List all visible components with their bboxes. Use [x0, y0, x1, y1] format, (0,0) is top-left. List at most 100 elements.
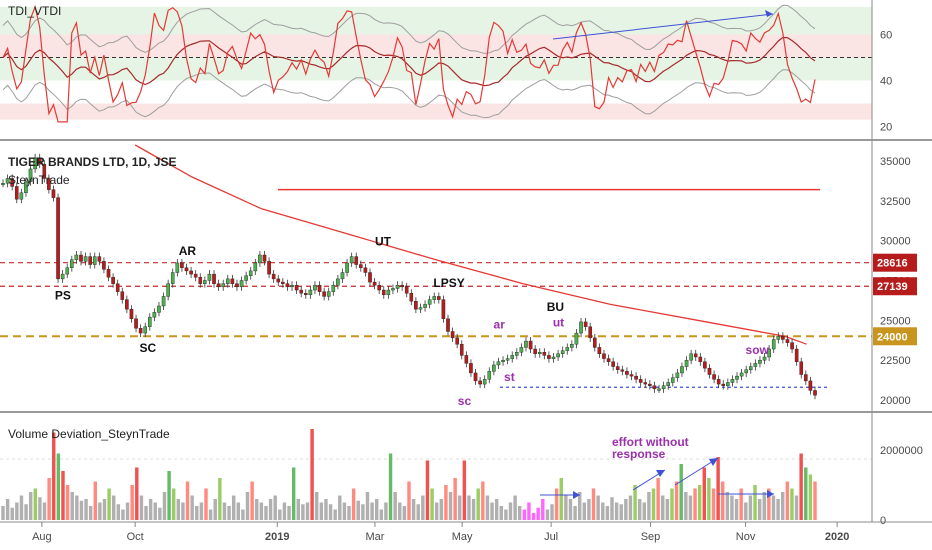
- annotation-label: sc: [458, 394, 472, 408]
- candle-body: [684, 359, 689, 367]
- volume-bar: [342, 502, 347, 520]
- candle-body: [670, 377, 675, 383]
- candle-body: [235, 283, 239, 288]
- candle-body: [524, 340, 528, 348]
- volume-bar: [227, 506, 231, 520]
- volume-bar: [181, 502, 185, 520]
- volume-bar: [361, 504, 365, 520]
- tdi-band-green-upper: [0, 6, 872, 35]
- x-tick-label: Jul: [544, 531, 558, 543]
- candle-body: [753, 363, 758, 367]
- candle-body: [33, 157, 37, 170]
- volume-bar: [407, 481, 411, 520]
- x-tick-label: Nov: [736, 531, 756, 543]
- volume-bar: [813, 481, 817, 520]
- volume-bar: [148, 499, 153, 520]
- volume-bar: [10, 507, 14, 520]
- volume-bar: [596, 495, 600, 520]
- candle-body: [354, 256, 359, 265]
- volume-bar: [467, 495, 471, 520]
- candle-body: [207, 273, 212, 281]
- candle-body: [317, 285, 322, 292]
- x-tick-label: May: [452, 531, 473, 543]
- volume-bar: [564, 495, 568, 520]
- volume-bar: [624, 499, 628, 520]
- candle-body: [808, 380, 813, 391]
- x-tick-label: Aug: [32, 531, 52, 543]
- candle-body: [290, 285, 294, 288]
- candle-body: [551, 356, 556, 359]
- candle-body: [391, 288, 395, 291]
- arrow-right-icon: [573, 491, 580, 499]
- volume-bar: [416, 504, 420, 520]
- volume-bar: [439, 499, 444, 520]
- candle-body: [404, 286, 409, 294]
- candle-body: [248, 270, 253, 276]
- volume-bar: [494, 499, 499, 520]
- candle-body: [189, 270, 193, 275]
- volume-bar: [444, 485, 448, 520]
- candle-body: [331, 285, 336, 292]
- volume-bar: [195, 506, 199, 520]
- candle-body: [794, 348, 799, 362]
- candle-body: [198, 277, 203, 284]
- price-tick-label: 20000: [880, 395, 911, 407]
- volume-bar: [356, 500, 360, 520]
- volume-bar: [121, 509, 125, 520]
- volume-bar: [688, 495, 693, 520]
- volume-bar: [601, 502, 605, 520]
- candle-body: [129, 308, 134, 319]
- candle-body: [565, 347, 570, 351]
- volume-bar: [338, 495, 342, 520]
- volume-bar: [218, 478, 222, 520]
- annotation-label: UT: [375, 234, 392, 248]
- volume-bar: [767, 488, 771, 520]
- price-level-badge-label: 28616: [877, 258, 908, 270]
- volume-bar: [268, 499, 273, 520]
- candle-body: [359, 264, 363, 268]
- volume-bar: [582, 502, 587, 520]
- candle-body: [560, 350, 565, 355]
- candle-body: [620, 369, 625, 372]
- candle-body: [693, 353, 698, 358]
- volume-bar: [245, 492, 250, 520]
- candle-body: [446, 318, 450, 332]
- volume-bar: [776, 499, 780, 520]
- annotation-label: sow: [746, 343, 770, 357]
- price-tick-label: 25000: [880, 315, 911, 327]
- candle-body: [414, 301, 418, 310]
- volume-bar: [19, 495, 24, 520]
- candle-body: [161, 296, 166, 307]
- volume-bars: [1, 429, 817, 520]
- volume-bar: [702, 467, 706, 520]
- volume-bar: [213, 499, 217, 520]
- volume-bar: [665, 499, 670, 520]
- candle-body: [459, 344, 464, 356]
- volume-bar: [139, 495, 144, 520]
- candle-body: [253, 262, 258, 272]
- price-level-badge: [873, 327, 917, 346]
- volume-bar: [102, 499, 107, 520]
- volume-bar: [587, 499, 591, 520]
- candle-body: [285, 283, 290, 288]
- candle-body: [83, 256, 88, 262]
- arrow-right-icon: [767, 490, 774, 498]
- candle-body: [592, 337, 597, 348]
- arrow-up-icon: [656, 470, 665, 477]
- moving-average-line: [134, 144, 807, 345]
- candle-body: [24, 181, 28, 194]
- volume-bar: [808, 474, 813, 520]
- candle-body: [221, 283, 226, 288]
- candle-body: [212, 273, 216, 284]
- tdi-band-green-lower: [0, 57, 872, 81]
- candle-body: [721, 383, 726, 386]
- price-pane: PS AR SC UT LPSY BU ar ut st sc sow TIGER BRANDS L…: [0, 144, 917, 408]
- candle-body: [437, 296, 441, 300]
- candle-body: [225, 278, 230, 284]
- volume-bar: [328, 504, 333, 520]
- x-tick-label: Mar: [365, 531, 384, 543]
- candle-body: [14, 186, 19, 200]
- volume-bar: [204, 488, 208, 520]
